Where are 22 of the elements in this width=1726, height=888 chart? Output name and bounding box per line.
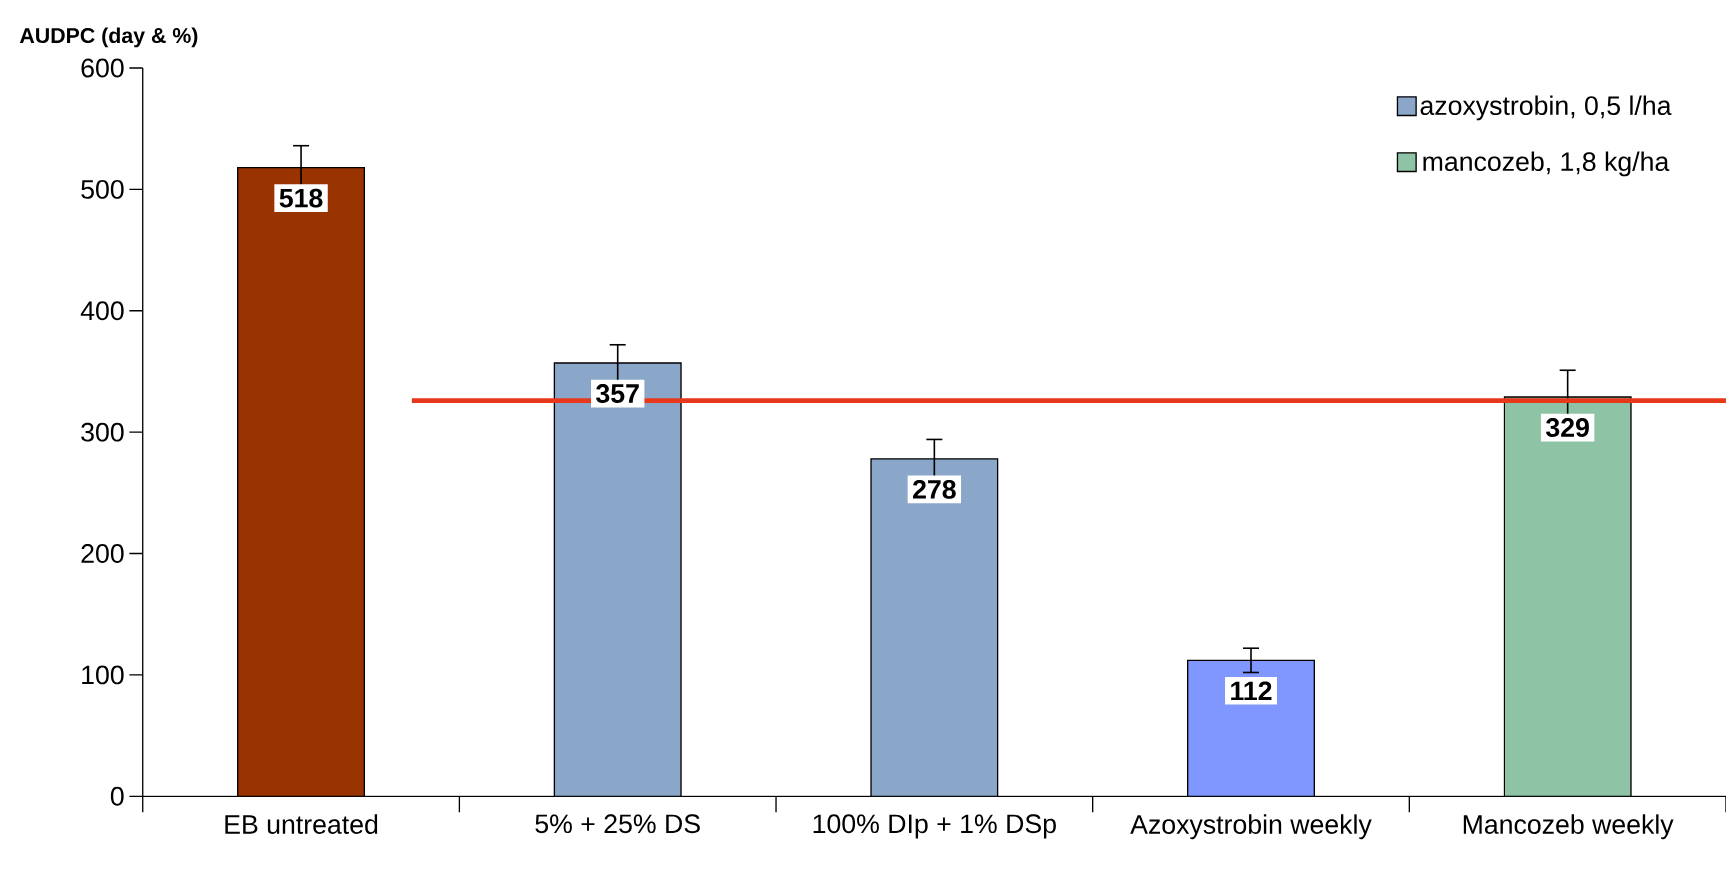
- y-tick-label: 200: [81, 543, 124, 563]
- legend-label: mancozeb, 1,8 kg/ha: [1423, 151, 1670, 177]
- data-label: 357: [596, 383, 639, 403]
- x-tick-label: Azoxystrobin weekly: [1130, 814, 1372, 840]
- y-tick-label: 500: [81, 179, 124, 199]
- x-tick-label: EB untreated: [225, 814, 378, 834]
- bar: [870, 458, 999, 797]
- data-label: 518: [279, 188, 323, 208]
- y-tick-label: 300: [81, 422, 124, 442]
- data-label: 278: [913, 479, 956, 499]
- x-tick-label: 5% + 25% DS: [535, 814, 700, 834]
- x-tick-label: Mancozeb weekly: [1463, 814, 1674, 840]
- bar: [554, 362, 682, 797]
- y-tick-label: 100: [82, 665, 124, 685]
- x-tick-label: 100% DIp + 1% DSp: [813, 814, 1056, 839]
- y-axis-title: AUDPC (day & %): [19, 27, 198, 48]
- data-label: 329: [1546, 417, 1589, 437]
- y-tick-label: 0: [110, 786, 124, 806]
- legend-label: azoxystrobin, 0,5 l/ha: [1420, 95, 1672, 121]
- y-tick-label: 600: [81, 58, 124, 78]
- y-tick-label: 400: [80, 301, 124, 321]
- data-label: 112: [1231, 681, 1272, 700]
